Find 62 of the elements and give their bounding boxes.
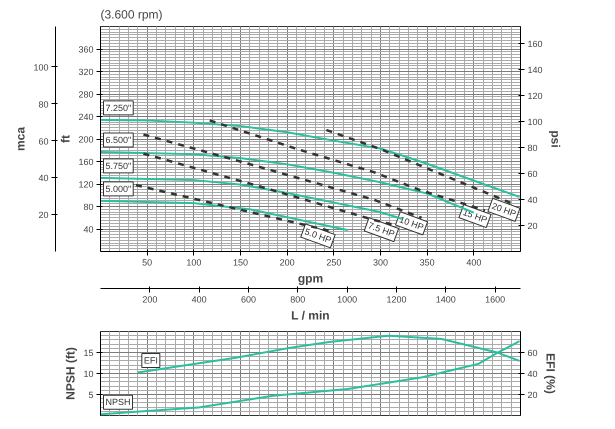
y3-tick-label: 140 — [528, 65, 543, 76]
text: 5.0 HP — [303, 226, 333, 246]
y-tick-label: 320 — [78, 67, 94, 77]
text: 7.5 HP — [366, 220, 396, 240]
y3-axis-title: psi — [548, 130, 563, 148]
x-tick-label: 300 — [372, 258, 388, 268]
y-tick-label: 15 — [83, 348, 94, 358]
y3-tick-label: 100 — [528, 117, 543, 128]
x-tick-label: 50 — [142, 258, 152, 268]
series-label: 5.000" — [106, 184, 132, 194]
x2-tick-label: 1400 — [436, 294, 456, 304]
x2-tick-label: 800 — [290, 294, 306, 304]
series-label: EFI — [144, 355, 158, 366]
y2-axis-title: mca — [13, 126, 28, 152]
text: 20 HP — [490, 200, 518, 219]
x2-tick-label: 1200 — [386, 294, 406, 304]
y3-tick-label: 80 — [528, 143, 538, 154]
x-tick-label: 100 — [186, 258, 202, 268]
x-tick-label: 350 — [420, 258, 435, 268]
y-axis-title: NPSH (ft) — [63, 347, 78, 400]
series-label: 5.750" — [106, 160, 132, 171]
y2-axis-title: EFI (%) — [544, 353, 558, 394]
x2-tick-label: 200 — [142, 294, 158, 304]
y-tick-label: 5 — [88, 390, 94, 400]
y3-tick-label: 40 — [528, 195, 538, 206]
y2-tick-label: 100 — [33, 62, 49, 72]
y-tick-label: 160 — [78, 157, 94, 167]
x-axis-title: gpm — [298, 272, 324, 286]
y2-tick-label: 60 — [528, 348, 538, 358]
x2-tick-label: 1600 — [485, 294, 506, 304]
y2-tick-label: 20 — [528, 390, 538, 400]
series-label: NPSH — [106, 397, 131, 408]
y-tick-label: 240 — [78, 112, 94, 122]
x2-tick-label: 600 — [240, 294, 256, 304]
y-tick-label: 120 — [78, 180, 94, 190]
x2-tick-label: 1000 — [337, 294, 358, 304]
x-tick-label: 250 — [326, 258, 342, 268]
x-tick-label: 200 — [280, 258, 295, 268]
x-tick-label: 150 — [232, 258, 248, 268]
y3-tick-label: 120 — [528, 91, 543, 102]
y2-tick-label: 20 — [38, 210, 49, 220]
x-tick-label: 400 — [466, 258, 482, 268]
y2-tick-label: 60 — [38, 136, 49, 146]
y-tick-label: 360 — [78, 44, 94, 54]
y-tick-label: 80 — [83, 202, 94, 212]
chart-title: (3.600 rpm) — [100, 8, 163, 22]
series-label: 7.250" — [106, 102, 132, 113]
text: 10 HP — [398, 214, 426, 232]
y3-tick-label: 20 — [528, 221, 538, 232]
x2-axis-title: L / min — [291, 308, 330, 322]
y-tick-label: 10 — [83, 369, 94, 379]
x2-tick-label: 400 — [192, 294, 207, 304]
y3-tick-label: 60 — [528, 169, 538, 180]
y-axis-title: ft — [58, 134, 72, 143]
series-label: 6.500" — [106, 134, 132, 145]
y-tick-label: 280 — [78, 90, 94, 100]
y2-tick-label: 80 — [38, 99, 49, 110]
y2-tick-label: 40 — [528, 369, 538, 379]
y-tick-label: 200 — [78, 134, 94, 144]
y3-tick-label: 160 — [528, 39, 543, 50]
y-tick-label: 40 — [83, 224, 94, 234]
y2-tick-label: 40 — [38, 173, 49, 184]
